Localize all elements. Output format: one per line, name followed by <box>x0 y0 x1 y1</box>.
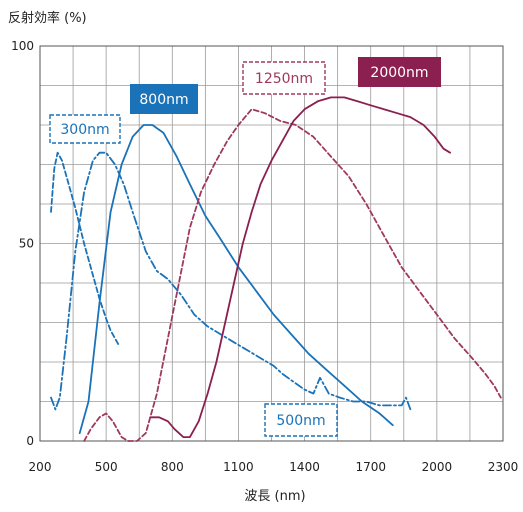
annotation-label: 500nm <box>276 413 325 429</box>
x-tick-label: 800 <box>161 460 184 474</box>
annotation-300nm: 300nm <box>49 114 121 144</box>
annotations: 300nm 800nm 1250nm 2000nm 500nm <box>49 57 441 437</box>
y-tick-label: 0 <box>26 434 34 448</box>
annotation-label: 2000nm <box>370 65 428 81</box>
y-tick-label: 50 <box>19 237 34 251</box>
x-tick-label: 200 <box>29 460 52 474</box>
y-axis-label: 反射効率 (%) <box>8 10 87 26</box>
series-line-300nm <box>50 151 121 348</box>
series-line-800nm <box>78 124 394 434</box>
x-tick-label: 1400 <box>289 460 320 474</box>
annotation-box <box>130 84 198 114</box>
x-tick-label: 2300 <box>488 460 519 474</box>
x-tick-label: 1700 <box>355 460 386 474</box>
axes <box>39 45 504 442</box>
y-tick-label: 100 <box>11 39 34 53</box>
y-ticks: 0 50 100 <box>11 39 34 448</box>
x-ticks: 200 500 800 1100 1400 1700 2000 2300 <box>29 460 519 474</box>
x-tick-label: 500 <box>95 460 118 474</box>
annotation-label: 1250nm <box>255 71 313 87</box>
annotation-label: 800nm <box>139 92 188 108</box>
series-line-2000nm <box>149 96 451 438</box>
annotation-label: 300nm <box>60 122 109 138</box>
x-tick-label: 1100 <box>223 460 254 474</box>
annotation-800nm: 800nm <box>130 84 198 114</box>
x-axis-label: 波長 (nm) <box>244 489 305 504</box>
annotation-box <box>358 57 441 87</box>
x-tick-label: 2000 <box>422 460 453 474</box>
annotation-2000nm: 2000nm <box>358 57 441 87</box>
annotation-box <box>242 61 326 95</box>
series-layer <box>50 96 502 442</box>
annotation-box <box>264 403 338 437</box>
annotation-500nm: 500nm <box>264 403 338 437</box>
plot-frame <box>39 45 504 442</box>
annotation-box <box>49 114 121 144</box>
annotation-1250nm: 1250nm <box>242 61 326 95</box>
series-line-500nm <box>50 151 412 411</box>
grid <box>39 45 504 442</box>
series-line-1250nm <box>83 108 502 442</box>
